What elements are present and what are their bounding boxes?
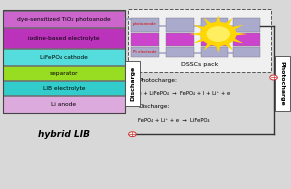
FancyBboxPatch shape [131, 47, 159, 57]
FancyBboxPatch shape [201, 47, 228, 57]
Text: Photocharge: Photocharge [280, 61, 285, 105]
FancyBboxPatch shape [3, 81, 125, 95]
Text: FePO₄ + Li⁺ + e  →  LiFePO₄: FePO₄ + Li⁺ + e → LiFePO₄ [138, 118, 210, 122]
Polygon shape [225, 43, 233, 50]
Text: I₃ + LiFePO₄  →  FePO₄ + I + Li⁺ + e: I₃ + LiFePO₄ → FePO₄ + I + Li⁺ + e [138, 91, 230, 96]
FancyBboxPatch shape [233, 33, 260, 46]
Polygon shape [232, 25, 244, 30]
Text: Discharge: Discharge [130, 66, 135, 101]
FancyBboxPatch shape [166, 47, 194, 57]
Polygon shape [193, 38, 204, 43]
FancyBboxPatch shape [3, 28, 125, 48]
Text: LIB electrolyte: LIB electrolyte [43, 86, 85, 91]
FancyBboxPatch shape [3, 11, 125, 27]
Polygon shape [235, 33, 247, 36]
FancyBboxPatch shape [3, 96, 125, 113]
Circle shape [270, 75, 277, 80]
Polygon shape [204, 43, 212, 50]
Text: DSSCs pack: DSSCs pack [181, 62, 218, 67]
Text: iodine-based electrolyte: iodine-based electrolyte [28, 36, 100, 41]
Text: photoanode: photoanode [133, 22, 157, 26]
Polygon shape [216, 45, 221, 53]
FancyBboxPatch shape [131, 18, 159, 32]
FancyBboxPatch shape [3, 49, 125, 65]
FancyBboxPatch shape [166, 18, 194, 32]
FancyBboxPatch shape [233, 18, 260, 32]
FancyBboxPatch shape [201, 33, 228, 46]
FancyBboxPatch shape [166, 33, 194, 46]
FancyBboxPatch shape [128, 9, 271, 72]
Circle shape [201, 23, 236, 45]
Text: Discharge:: Discharge: [138, 104, 170, 109]
Circle shape [129, 132, 136, 137]
FancyBboxPatch shape [233, 47, 260, 57]
Polygon shape [193, 25, 204, 30]
Text: dye-sensitized TiO₂ photoanode: dye-sensitized TiO₂ photoanode [17, 17, 111, 22]
Text: separator: separator [50, 71, 78, 76]
FancyBboxPatch shape [201, 18, 228, 32]
Text: LiFePO₄ cathode: LiFePO₄ cathode [40, 55, 88, 60]
Text: hybrid LIB: hybrid LIB [38, 130, 90, 139]
Polygon shape [204, 18, 212, 25]
Polygon shape [225, 18, 233, 25]
Polygon shape [189, 33, 201, 36]
Text: Pt electrode: Pt electrode [133, 50, 157, 54]
FancyBboxPatch shape [131, 33, 159, 46]
Circle shape [207, 27, 229, 41]
Text: Li anode: Li anode [52, 102, 77, 107]
Text: Photocharge:: Photocharge: [138, 78, 177, 83]
FancyBboxPatch shape [3, 66, 125, 80]
Polygon shape [232, 38, 244, 43]
Polygon shape [216, 15, 221, 23]
